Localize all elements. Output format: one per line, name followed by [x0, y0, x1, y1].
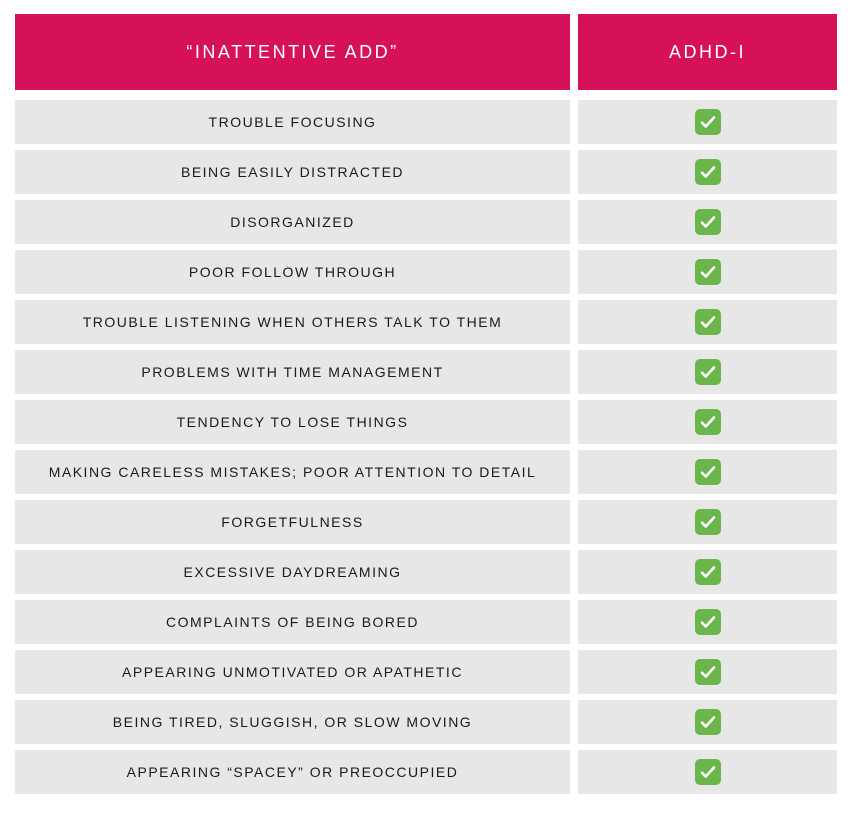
- checkmark-cell: [578, 550, 837, 594]
- table-row: POOR FOLLOW THROUGH: [15, 250, 837, 294]
- checkmark-cell: [578, 350, 837, 394]
- checkmark-icon: [695, 759, 721, 785]
- checkmark-icon: [695, 709, 721, 735]
- comparison-table: “INATTENTIVE ADD” ADHD-I TROUBLE FOCUSIN…: [15, 14, 837, 794]
- table-row: FORGETFULNESS: [15, 500, 837, 544]
- checkmark-icon: [695, 559, 721, 585]
- table-row: BEING TIRED, SLUGGISH, OR SLOW MOVING: [15, 700, 837, 744]
- table-row: EXCESSIVE DAYDREAMING: [15, 550, 837, 594]
- checkmark-icon: [695, 409, 721, 435]
- checkmark-icon: [695, 609, 721, 635]
- checkmark-icon: [695, 109, 721, 135]
- table-row: TENDENCY TO LOSE THINGS: [15, 400, 837, 444]
- symptom-label: FORGETFULNESS: [15, 500, 570, 544]
- table-row: PROBLEMS WITH TIME MANAGEMENT: [15, 350, 837, 394]
- checkmark-icon: [695, 459, 721, 485]
- checkmark-cell: [578, 600, 837, 644]
- checkmark-icon: [695, 209, 721, 235]
- checkmark-cell: [578, 250, 837, 294]
- checkmark-cell: [578, 450, 837, 494]
- symptom-label: PROBLEMS WITH TIME MANAGEMENT: [15, 350, 570, 394]
- checkmark-icon: [695, 159, 721, 185]
- symptom-label: DISORGANIZED: [15, 200, 570, 244]
- checkmark-icon: [695, 659, 721, 685]
- symptom-label: APPEARING “SPACEY” OR PREOCCUPIED: [15, 750, 570, 794]
- checkmark-cell: [578, 500, 837, 544]
- symptom-label: EXCESSIVE DAYDREAMING: [15, 550, 570, 594]
- checkmark-cell: [578, 150, 837, 194]
- checkmark-icon: [695, 359, 721, 385]
- checkmark-cell: [578, 400, 837, 444]
- symptom-label: TROUBLE LISTENING WHEN OTHERS TALK TO TH…: [15, 300, 570, 344]
- table-row: BEING EASILY DISTRACTED: [15, 150, 837, 194]
- checkmark-icon: [695, 509, 721, 535]
- checkmark-cell: [578, 650, 837, 694]
- symptom-label: COMPLAINTS OF BEING BORED: [15, 600, 570, 644]
- table-body: TROUBLE FOCUSING BEING EASILY DISTRACTED D…: [15, 100, 837, 794]
- symptom-label: APPEARING UNMOTIVATED OR APATHETIC: [15, 650, 570, 694]
- symptom-label: TROUBLE FOCUSING: [15, 100, 570, 144]
- table-row: TROUBLE LISTENING WHEN OTHERS TALK TO TH…: [15, 300, 837, 344]
- symptom-label: BEING EASILY DISTRACTED: [15, 150, 570, 194]
- table-row: APPEARING “SPACEY” OR PREOCCUPIED: [15, 750, 837, 794]
- checkmark-icon: [695, 259, 721, 285]
- checkmark-cell: [578, 300, 837, 344]
- checkmark-cell: [578, 700, 837, 744]
- table-header-row: “INATTENTIVE ADD” ADHD-I: [15, 14, 837, 90]
- checkmark-cell: [578, 100, 837, 144]
- table-row: APPEARING UNMOTIVATED OR APATHETIC: [15, 650, 837, 694]
- checkmark-cell: [578, 750, 837, 794]
- header-cell-inattentive-add: “INATTENTIVE ADD”: [15, 14, 570, 90]
- symptom-label: TENDENCY TO LOSE THINGS: [15, 400, 570, 444]
- table-row: MAKING CARELESS MISTAKES; POOR ATTENTION…: [15, 450, 837, 494]
- table-row: COMPLAINTS OF BEING BORED: [15, 600, 837, 644]
- symptom-label: BEING TIRED, SLUGGISH, OR SLOW MOVING: [15, 700, 570, 744]
- table-row: DISORGANIZED: [15, 200, 837, 244]
- symptom-label: POOR FOLLOW THROUGH: [15, 250, 570, 294]
- checkmark-icon: [695, 309, 721, 335]
- header-cell-adhd-i: ADHD-I: [578, 14, 837, 90]
- table-row: TROUBLE FOCUSING: [15, 100, 837, 144]
- checkmark-cell: [578, 200, 837, 244]
- symptom-label: MAKING CARELESS MISTAKES; POOR ATTENTION…: [15, 450, 570, 494]
